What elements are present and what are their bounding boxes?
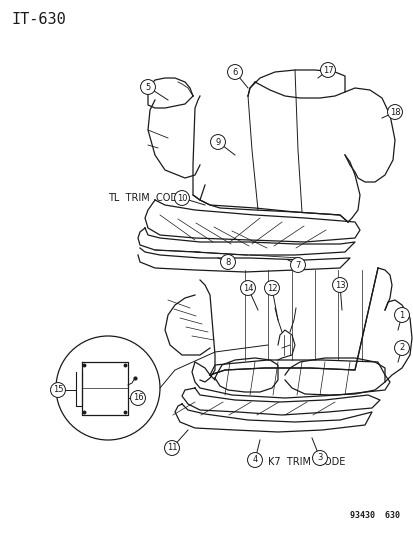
Text: 13: 13 — [334, 280, 344, 289]
Text: 18: 18 — [389, 108, 399, 117]
Circle shape — [240, 280, 255, 295]
Text: 16: 16 — [133, 393, 143, 402]
Circle shape — [50, 383, 65, 398]
Circle shape — [394, 308, 408, 322]
Circle shape — [290, 257, 305, 272]
Text: K7  TRIM  CODE: K7 TRIM CODE — [267, 457, 344, 467]
Text: 17: 17 — [322, 66, 332, 75]
Text: 14: 14 — [242, 284, 253, 293]
Circle shape — [140, 79, 155, 94]
Circle shape — [264, 280, 279, 295]
Circle shape — [247, 453, 262, 467]
Text: TL  TRIM  CODE: TL TRIM CODE — [108, 193, 184, 203]
Text: 9: 9 — [215, 138, 220, 147]
Text: 11: 11 — [166, 443, 177, 453]
Circle shape — [387, 104, 401, 119]
Text: 12: 12 — [266, 284, 277, 293]
Circle shape — [220, 255, 235, 270]
Circle shape — [320, 62, 335, 77]
Text: 5: 5 — [145, 83, 150, 92]
Text: 10: 10 — [176, 193, 187, 203]
Text: 15: 15 — [52, 385, 63, 394]
Circle shape — [227, 64, 242, 79]
Circle shape — [130, 391, 145, 406]
Text: 2: 2 — [399, 343, 404, 352]
Text: 93430  630: 93430 630 — [349, 511, 399, 520]
Text: 7: 7 — [294, 261, 300, 270]
Circle shape — [332, 278, 347, 293]
Text: 4: 4 — [252, 456, 257, 464]
Circle shape — [394, 341, 408, 356]
Text: 1: 1 — [399, 311, 404, 319]
Circle shape — [312, 450, 327, 465]
Circle shape — [210, 134, 225, 149]
Text: 8: 8 — [225, 257, 230, 266]
Text: IT-630: IT-630 — [12, 12, 66, 27]
Text: 3: 3 — [316, 454, 322, 463]
Circle shape — [164, 441, 179, 456]
Circle shape — [174, 191, 189, 205]
Text: 6: 6 — [232, 68, 237, 77]
